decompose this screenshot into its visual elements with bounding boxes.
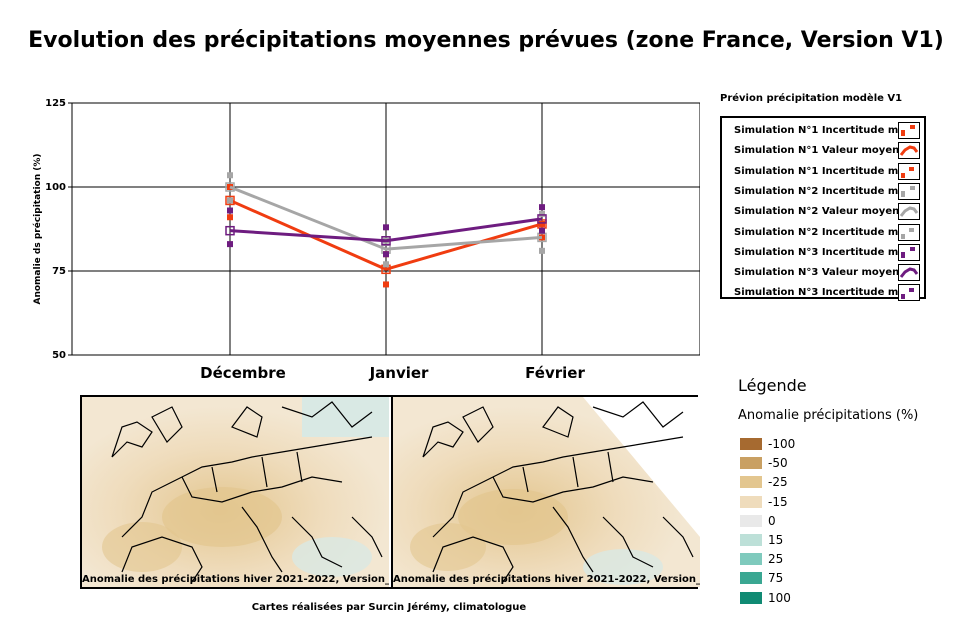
data-point: [381, 236, 391, 246]
map-legend-swatch: [740, 572, 762, 585]
map-legend-label: -50: [768, 456, 788, 471]
y-tick-label: 125: [45, 98, 66, 109]
legend-entry-label: Simulation N°2 Incertitude max: [734, 185, 912, 197]
legend-entry: Simulation N°1 Incertitude max: [732, 121, 922, 141]
data-point: [383, 261, 389, 268]
map-legend-label: 100: [768, 590, 791, 605]
data-point: [539, 247, 545, 254]
y-tick-label: 75: [52, 266, 66, 277]
legend-entry-label: Simulation N°3 Valeur moyenne: [734, 267, 914, 279]
legend-swatch: [898, 162, 920, 180]
plot-frame: [71, 102, 700, 356]
data-point: [539, 210, 545, 217]
legend-entry: Simulation N°1 Valeur moyenne: [732, 141, 922, 161]
map-legend-label: -25: [768, 475, 788, 490]
legend-entry: Simulation N°2 Valeur moyenne: [732, 202, 922, 222]
map-legend-label: -100: [768, 437, 796, 451]
map-legend-swatch: [740, 534, 762, 546]
data-point: [227, 207, 233, 214]
legend-swatch: [898, 284, 920, 302]
legend-swatch: [898, 182, 920, 200]
legend-entry-label: Simulation N°2 Valeur moyenne: [734, 206, 914, 218]
data-point: [383, 281, 389, 288]
map-legend-label: 15: [768, 533, 784, 547]
x-tick-label: Février: [525, 364, 585, 382]
map-legend-swatch: [740, 438, 762, 450]
data-point: [225, 195, 235, 206]
map-legend-swatch: [740, 495, 762, 508]
legend-entry: Simulation N°3 Valeur moyenne: [732, 263, 922, 283]
legend-entry-label: Simulation N°1 Valeur moyenne: [734, 145, 914, 157]
legend-entry: Simulation N°2 Incertitude min: [732, 223, 922, 243]
data-point: [539, 227, 545, 234]
map-1-caption: Anomalie des précipitations hiver 2021-2…: [82, 574, 389, 585]
data-point: [539, 204, 545, 211]
map-2-caption: Anomalie des précipitations hiver 2021-2…: [393, 574, 700, 585]
maps-panel: Anomalie des précipitations hiver 2021-2…: [80, 395, 700, 589]
map-legend-label: 0: [768, 513, 776, 528]
legend-entry: Simulation N°1 Incertitude min: [732, 162, 922, 182]
credit-line: Cartes réalisées par Surcin Jérémy, clim…: [251, 602, 527, 613]
map-legend-subtitle: Anomalie précipitations (%): [738, 408, 919, 423]
map-legend-swatch: [740, 457, 762, 470]
chart-labels: 50 75 100 125 Décembre Janvier Février Anomalie…: [32, 98, 585, 382]
legend-swatch: [898, 203, 920, 221]
y-tick-label: 50: [52, 350, 66, 361]
y-tick-label: 100: [45, 182, 66, 193]
series-6: [227, 197, 545, 268]
data-point: [537, 214, 547, 224]
data-point: [227, 172, 233, 179]
map-legend-swatch: [740, 591, 762, 604]
legend-entry-label: Simulation N°1 Incertitude min: [734, 165, 909, 177]
series-7: [227, 204, 545, 231]
x-tick-label: Janvier: [369, 364, 429, 382]
series-line: [229, 217, 543, 243]
data-point: [227, 214, 233, 221]
series-9: [227, 227, 545, 258]
data-point: [227, 197, 233, 204]
data-point: [225, 225, 235, 236]
map-legend-swatch: [740, 476, 762, 489]
series-8: [225, 214, 547, 246]
map-legend-label: -15: [768, 494, 788, 509]
data-point: [383, 224, 389, 231]
legend-entry: Simulation N°3 Incertitude max: [732, 243, 922, 263]
legend-entry: Simulation N°3 Incertitude min: [732, 283, 922, 303]
series-line: [229, 199, 543, 271]
series-legend-title: Prévion précipitation modèle V1: [720, 93, 903, 104]
legend-entry: Simulation N°2 Incertitude max: [732, 182, 922, 202]
legend-entry-label: Simulation N°3 Incertitude min: [734, 287, 909, 299]
legend-entry-label: Simulation N°2 Incertitude min: [734, 226, 909, 238]
map-legend-swatch: [740, 553, 762, 566]
map-legend-label: 75: [768, 571, 784, 586]
legend-entry-label: Simulation N°1 Incertitude max: [734, 125, 912, 136]
legend-swatch: [898, 142, 920, 160]
data-point: [225, 182, 235, 192]
x-tick-label: Décembre: [200, 364, 286, 382]
data-point: [227, 241, 233, 248]
page-title: Evolution des précipitations moyennes pr…: [28, 28, 944, 53]
map-legend-swatch: [740, 514, 762, 527]
chart-axes: [68, 102, 700, 356]
legend-swatch: [898, 122, 920, 139]
legend-swatch: [898, 264, 920, 282]
map-version-2: Anomalie des précipitations hiver 2021-2…: [391, 397, 700, 587]
map-version-1: Anomalie des précipitations hiver 2021-2…: [82, 397, 389, 587]
legend-entry-label: Simulation N°3 Incertitude max: [734, 246, 912, 258]
legend-swatch: [898, 223, 920, 241]
map-version-2-image: [393, 397, 700, 587]
series-line: [229, 185, 543, 251]
map-legend-title: Légende: [738, 376, 807, 395]
series-2: [225, 195, 547, 275]
precipitation-line-chart: 50 75 100 125 Décembre Janvier Février Anomalie…: [32, 98, 700, 382]
legend-swatch: [898, 243, 920, 261]
y-axis-label: Anomalie ds précipitation (%): [32, 153, 43, 304]
chart-series: [225, 172, 547, 288]
series-legend: Simulation N°1 Incertitude max Simulation…: [720, 116, 926, 302]
map-legend-label: 25: [768, 552, 784, 567]
data-point: [383, 251, 389, 258]
map-version-1-image: [82, 397, 389, 587]
